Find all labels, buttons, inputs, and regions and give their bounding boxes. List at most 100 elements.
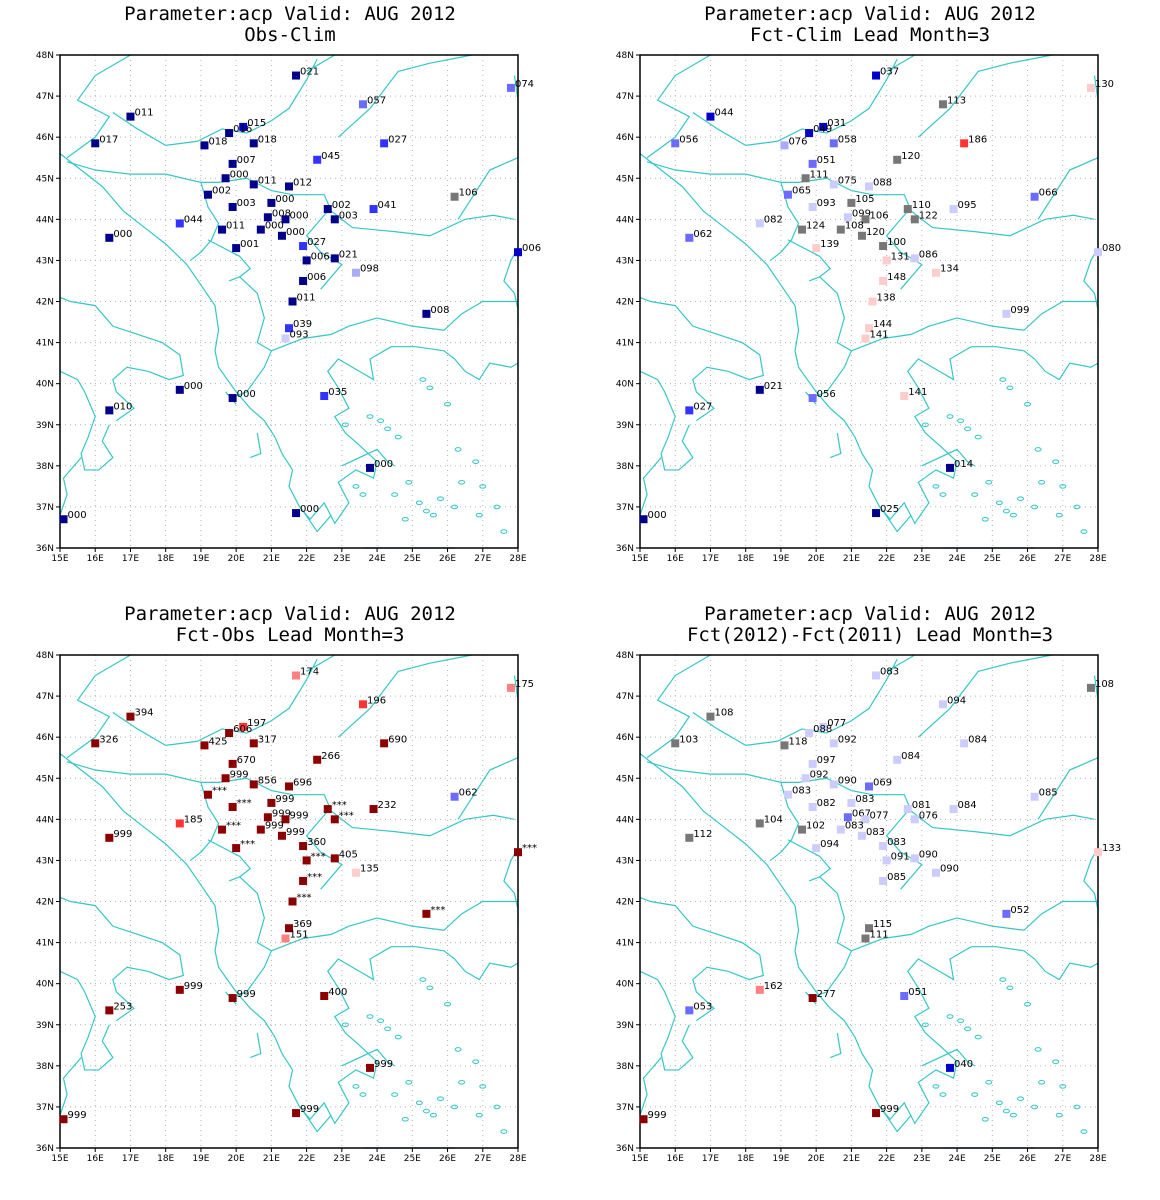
- lat-tick-label: 37N: [616, 503, 634, 513]
- station-value-label: 016: [233, 124, 252, 135]
- station-value-label: 999: [237, 989, 256, 1000]
- station-marker: [105, 833, 114, 842]
- station-value-label: 051: [817, 155, 836, 166]
- station-value-label: 008: [430, 305, 449, 316]
- station-value-label: ***: [522, 843, 537, 854]
- station-value-label: 080: [1102, 243, 1121, 254]
- station-marker: [861, 934, 870, 943]
- lon-tick-label: 17E: [122, 554, 139, 564]
- station-value-label: 076: [788, 136, 807, 147]
- station-marker: [1002, 309, 1011, 318]
- station-marker: [893, 755, 902, 764]
- lat-tick-label: 41N: [36, 339, 54, 349]
- lon-tick-label: 18E: [737, 1154, 754, 1164]
- station-value-label: 002: [332, 200, 351, 211]
- station-marker: [1086, 683, 1095, 692]
- map-panel-fct-obs: Parameter:acp Valid: AUG 2012 Fct-Obs Le…: [0, 600, 580, 1200]
- station-value-label: 100: [887, 237, 906, 248]
- station-value-label: 000: [275, 194, 294, 205]
- station-marker: [882, 256, 891, 265]
- station-value-label: 044: [714, 108, 733, 119]
- station-marker: [320, 391, 329, 400]
- station-marker: [879, 242, 888, 251]
- station-value-label: 103: [679, 734, 698, 745]
- station-marker: [868, 297, 877, 306]
- lat-tick-label: 45N: [36, 774, 54, 784]
- station-value-label: 141: [869, 329, 888, 340]
- station-value-label: 085: [887, 872, 906, 883]
- station-value-label: 000: [68, 510, 87, 521]
- station-value-label: 104: [764, 814, 783, 825]
- station-value-label: 008: [272, 208, 291, 219]
- lon-tick-label: 16E: [667, 554, 684, 564]
- station-marker: [249, 139, 258, 148]
- station-value-label: 999: [68, 1110, 87, 1121]
- lat-tick-label: 45N: [616, 774, 634, 784]
- station-value-label: 041: [378, 200, 397, 211]
- station-marker: [59, 1115, 68, 1124]
- lon-tick-label: 22E: [878, 1154, 895, 1164]
- station-marker: [798, 225, 807, 234]
- station-value-label: 108: [1095, 679, 1114, 690]
- station-value-label: 085: [1039, 788, 1058, 799]
- station-value-label: 102: [806, 821, 825, 832]
- map-panel-obs-clim: Parameter:acp Valid: AUG 2012 Obs-Clim 1…: [0, 0, 580, 600]
- lon-tick-label: 17E: [702, 1154, 719, 1164]
- station-marker: [903, 805, 912, 814]
- lon-tick-label: 15E: [51, 554, 68, 564]
- lat-tick-label: 46N: [36, 733, 54, 743]
- station-marker: [302, 256, 311, 265]
- lat-tick-label: 41N: [616, 339, 634, 349]
- station-value-label: 670: [237, 755, 256, 766]
- lon-tick-label: 17E: [702, 554, 719, 564]
- station-value-label: ***: [297, 893, 312, 904]
- station-marker: [281, 934, 290, 943]
- station-marker: [879, 876, 888, 885]
- station-marker: [1094, 848, 1102, 857]
- station-marker: [847, 798, 856, 807]
- lat-tick-label: 40N: [616, 380, 634, 390]
- lat-tick-label: 44N: [616, 215, 634, 225]
- station-marker: [783, 790, 792, 799]
- station-marker: [249, 739, 258, 748]
- station-value-label: 067: [852, 808, 871, 819]
- station-value-label: 006: [311, 251, 330, 262]
- station-marker: [285, 324, 293, 333]
- lat-tick-label: 36N: [616, 1144, 634, 1154]
- lon-tick-label: 18E: [157, 554, 174, 564]
- station-value-label: 148: [887, 272, 906, 283]
- station-marker: [706, 712, 715, 721]
- station-value-label: 006: [522, 243, 541, 254]
- panel-title: Parameter:acp Valid: AUG 2012: [704, 603, 1036, 625]
- station-value-label: 144: [873, 319, 892, 330]
- station-marker: [685, 1006, 694, 1015]
- lon-tick-label: 22E: [298, 554, 315, 564]
- station-value-label: 277: [817, 989, 836, 1000]
- station-marker: [239, 122, 248, 131]
- station-marker: [288, 297, 297, 306]
- station-marker: [783, 190, 792, 199]
- station-value-label: 007: [237, 155, 256, 166]
- station-value-label: 098: [360, 264, 379, 275]
- station-marker: [228, 394, 237, 403]
- station-marker: [351, 268, 360, 277]
- station-map: 15E 16E 17E 18E 19E 20E 21E 22E 23E 24E 25E 26E 27E 2…: [36, 651, 537, 1164]
- lon-tick-label: 16E: [87, 1154, 104, 1164]
- lon-tick-label: 18E: [737, 554, 754, 564]
- station-marker: [263, 813, 272, 822]
- map-panel-fct-diff: Parameter:acp Valid: AUG 2012 Fct(2012)-…: [580, 600, 1160, 1200]
- station-value-label: 000: [289, 210, 308, 221]
- station-marker: [175, 819, 184, 828]
- station-value-label: 118: [788, 736, 807, 747]
- panel-title: Parameter:acp Valid: AUG 2012: [124, 603, 456, 625]
- station-marker: [369, 205, 378, 214]
- station-value-label: 394: [134, 708, 153, 719]
- lon-tick-label: 21E: [263, 554, 280, 564]
- station-marker: [798, 825, 807, 834]
- lon-tick-label: 25E: [404, 1154, 421, 1164]
- station-marker: [281, 334, 290, 343]
- station-marker: [685, 406, 694, 415]
- station-value-label: 014: [954, 459, 973, 470]
- station-marker: [299, 242, 308, 251]
- station-marker: [288, 897, 297, 906]
